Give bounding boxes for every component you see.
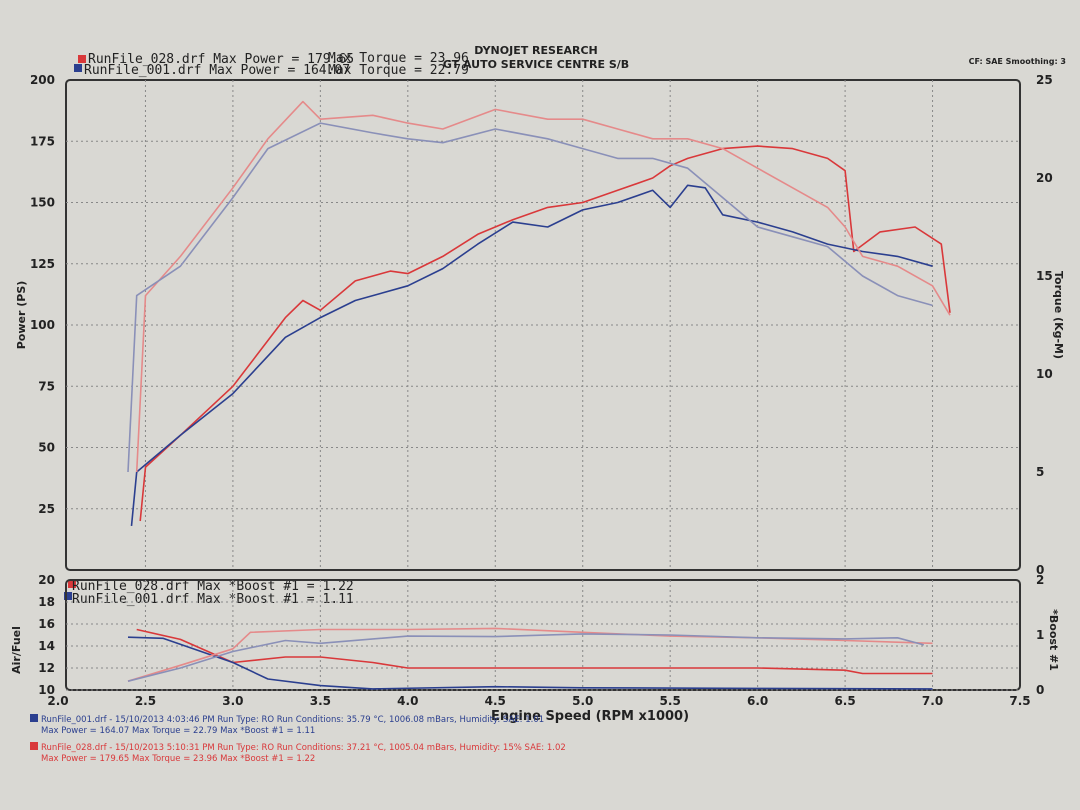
x-tick-label: 3.5 [310,694,331,708]
legend-torque-001: Max Torque = 22.79 [328,63,469,78]
x-tick-label: 7.5 [1009,694,1030,708]
y-tick-label: 12 [38,661,55,675]
y-tick-label: 18 [38,595,55,609]
y2-tick-label: 1 [1036,628,1044,642]
footer-run-028: RunFile_028.drf - 15/10/2013 5:10:31 PM … [30,742,566,765]
y2-tick-label: 25 [1036,73,1053,87]
series-line-torque-2 [135,100,951,473]
shop-label: GT AUTO SERVICE CENTRE S/B [443,58,629,71]
y-tick-label: 100 [30,318,55,332]
y-tick-label: 25 [38,502,55,516]
y2-tick-label: 0 [1036,683,1044,697]
x-tick-label: 3.0 [222,694,243,708]
x-tick-label: 5.5 [660,694,681,708]
x-tick-label: 6.0 [747,694,768,708]
y-tick-label: 175 [30,134,55,148]
x-tick-label: 2.0 [47,694,68,708]
footer-run-001-line1: RunFile_001.drf - 15/10/2013 4:03:46 PM … [41,715,545,725]
footer-swatch-028 [30,742,38,750]
footer-swatch-001 [30,714,38,722]
series-line-air_fuel-1 [127,636,933,690]
footer-run-028-line2: Max Power = 179.65 Max Torque = 23.96 Ma… [41,754,316,764]
series-line-power-0 [139,145,951,522]
y-tick-label: 20 [38,573,55,587]
boost-axis-label: *Boost #1 [1047,609,1060,671]
y-tick-label: 200 [30,73,55,87]
x-tick-label: 4.5 [485,694,506,708]
y-tick-label: 125 [30,257,55,271]
x-axis-label: Engine Speed (RPM x1000) [491,709,689,724]
company-label: DYNOJET RESEARCH [474,44,597,57]
y-tick-label: 50 [38,441,55,455]
series-line-torque-3 [127,122,933,473]
y-tick-label: 75 [38,379,55,393]
boost-legend-swatch-001 [64,592,72,600]
boost-legend-swatch-028 [68,580,76,588]
legend-torque-028: Max Torque = 23.96 [328,51,469,66]
power-axis-label: Power (PS) [15,281,28,350]
series-line-boost-3 [127,633,925,682]
y2-tick-label: 2 [1036,573,1044,587]
footer-run-028-line1: RunFile_028.drf - 15/10/2013 5:10:31 PM … [41,743,566,753]
y2-tick-label: 10 [1036,367,1053,381]
legend-swatch-028 [78,55,86,63]
legend-series-name-028: RunFile_028.drf [88,52,205,67]
torque-axis-label: Torque (Kg-M) [1052,271,1065,359]
y-tick-label: 150 [30,196,55,210]
x-tick-label: 6.5 [834,694,855,708]
series-line-power-1 [130,184,933,526]
airfuel-axis-label: Air/Fuel [10,626,23,674]
y2-tick-label: 0 [1036,563,1044,577]
footer-run-001: RunFile_001.drf - 15/10/2013 4:03:46 PM … [30,714,544,737]
x-tick-label: 5.0 [572,694,593,708]
x-tick-label: 4.0 [397,694,418,708]
settings-label: CF: SAE Smoothing: 3 [969,57,1066,66]
legend-power-028: RunFile_028.drf Max Power = 179.65 [88,52,354,67]
x-tick-label: 7.0 [922,694,943,708]
y2-tick-label: 5 [1036,465,1044,479]
legend-swatch-001 [74,64,82,72]
y2-tick-label: 20 [1036,171,1053,185]
y-tick-label: 10 [38,683,55,697]
y-tick-label: 14 [38,639,55,653]
boost-legend-001: RunFile_001.drf Max *Boost #1 = 1.11 [72,592,354,607]
boost-legend-028: RunFile_028.drf Max *Boost #1 = 1.22 [72,579,354,594]
legend-max-power-028: Max Power = 179.65 [205,52,354,67]
footer-run-001-line2: Max Power = 164.07 Max Torque = 22.79 Ma… [41,726,316,736]
y2-tick-label: 15 [1036,269,1053,283]
x-tick-label: 2.5 [135,694,156,708]
y-tick-label: 16 [38,617,55,631]
legend-power-001: RunFile_001.drf Max Power = 164.07 [84,63,350,78]
